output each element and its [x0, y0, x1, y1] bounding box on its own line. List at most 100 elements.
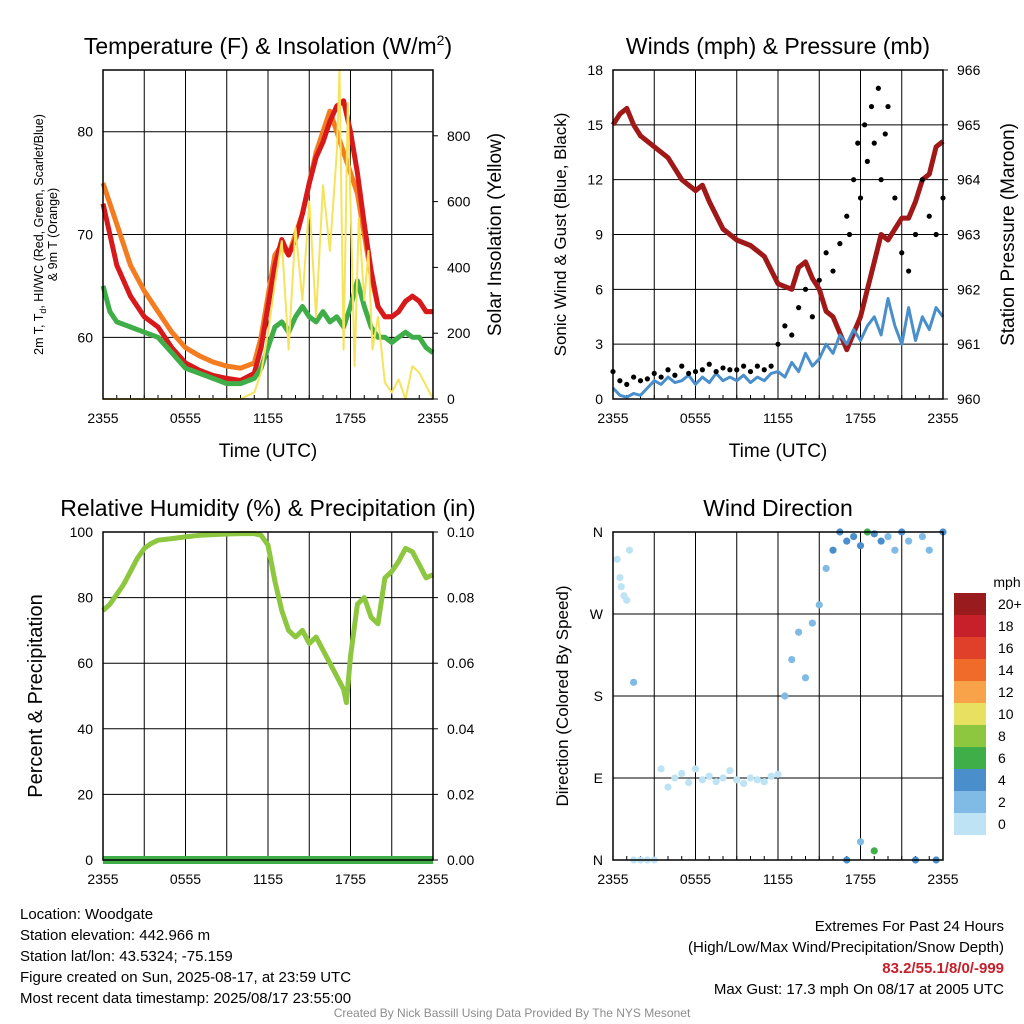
direction-point — [691, 765, 700, 773]
station-info: Location: Woodgate Station elevation: 44… — [20, 904, 351, 1009]
extremes-box: Extremes For Past 24 Hours (High/Low/Max… — [688, 916, 1004, 1000]
x-tick-label: 2355 — [417, 410, 448, 426]
gust-point — [699, 367, 705, 373]
direction-point — [925, 546, 933, 554]
gust-point — [747, 368, 754, 375]
panel-temp: 60 70 80 2355 0555 1155 1755 2355 0 200 400 600 800 T… — [32, 32, 506, 462]
gust-point — [912, 231, 919, 238]
gust-point — [855, 140, 861, 146]
y2-axis-label-group: Station Pressure (Maroon) — [998, 123, 1019, 346]
legend-label: 6 — [998, 750, 1006, 766]
direction-point — [856, 542, 865, 550]
series-line-temp2m — [100, 98, 433, 383]
latlon-text: Station lat/lon: 43.5324; -75.159 — [20, 948, 233, 965]
direction-point — [767, 772, 775, 780]
y-tick-label: 12 — [587, 172, 603, 188]
y2-axis-label: Station Pressure (Maroon) — [998, 123, 1019, 346]
direction-point — [829, 546, 837, 554]
panel-wind: 0 3 6 9 12 15 18 2355 0555 1155 1755 2355 960 961 962 9… — [551, 33, 1019, 462]
y2-tick-label: 800 — [447, 128, 471, 144]
gust-point — [720, 365, 726, 371]
y2-tick-label: 966 — [957, 62, 981, 78]
gust-point — [741, 363, 747, 369]
y2-tick-label: 600 — [447, 194, 471, 210]
credit-text: Created By Nick Bassill Using Data Provi… — [333, 1006, 691, 1020]
direction-point — [884, 532, 892, 541]
x-tick-label: 1755 — [845, 871, 876, 887]
gust-point — [802, 286, 809, 292]
legend-swatch — [954, 791, 986, 813]
gust-point — [775, 341, 781, 347]
direction-point — [616, 573, 624, 582]
x-tick-label: 0555 — [170, 871, 201, 887]
gust-point — [644, 376, 650, 382]
y-tick-label: E — [594, 770, 603, 786]
y2-tick-label: 400 — [447, 259, 471, 275]
y-axis-label-line1: 2m T, Td, HI/WC (Red, Green, Scarlet/Blu… — [32, 114, 48, 355]
direction-point — [740, 779, 748, 788]
y-tick-label: 40 — [77, 721, 93, 737]
direction-point — [712, 778, 720, 786]
panel-rh: 0 20 40 60 80 100 2355 0555 1155 1755 2355 0.00 0.02… — [25, 495, 476, 887]
direction-point — [795, 628, 803, 636]
plot-frame — [612, 69, 944, 400]
gust-point — [734, 367, 740, 373]
extremes-title: Extremes For Past 24 Hours — [814, 918, 1004, 935]
gust-point — [796, 305, 802, 311]
gust-point — [679, 363, 685, 369]
legend-swatch — [954, 615, 986, 637]
legend-swatch — [954, 747, 986, 769]
direction-point — [801, 674, 810, 682]
gust-point — [706, 361, 712, 367]
legend-label: 20+ — [998, 596, 1022, 612]
y-axis-label-group: Sonic Wind & Gust (Blue, Black) — [551, 113, 570, 357]
x-tick-label: 1155 — [253, 410, 283, 426]
gust-point — [862, 122, 868, 128]
plot-frame — [102, 69, 434, 400]
gust-point — [906, 268, 912, 274]
legend-swatch — [954, 813, 986, 835]
gust-point — [837, 241, 843, 247]
y-tick-label: 0 — [595, 391, 603, 407]
gust-point — [665, 367, 671, 373]
y-axis-label-group: Direction (Colored By Speed) — [553, 585, 572, 806]
direction-point — [856, 838, 865, 846]
location-text: Location: Woodgate — [20, 906, 154, 923]
direction-point — [850, 532, 858, 541]
x-tick-label: 1755 — [845, 410, 876, 426]
speed-legend: mph 20+ 18 16 14 12 10 8 6 4 2 0 — [954, 574, 1022, 835]
gust-point — [768, 363, 774, 369]
gust-point — [789, 332, 795, 338]
legend-swatch — [954, 681, 986, 703]
direction-point — [891, 546, 899, 554]
direction-point — [630, 678, 638, 686]
y-tick-label: 9 — [595, 227, 603, 243]
legend-swatch — [954, 703, 986, 725]
direction-point — [719, 774, 727, 782]
y-tick-label: 20 — [77, 786, 93, 802]
gust-point — [672, 372, 678, 378]
x-tick-label: 2355 — [927, 410, 958, 426]
y2-tick-label: 962 — [957, 281, 981, 297]
x-tick-label: 0555 — [170, 410, 201, 426]
gust-point — [692, 368, 699, 375]
x-tick-label: 2355 — [597, 410, 628, 426]
direction-point — [657, 765, 665, 773]
legend-label: 18 — [998, 618, 1014, 634]
gust-point — [761, 367, 767, 373]
direction-point — [918, 532, 926, 541]
chart-title: Winds (mph) & Pressure (mb) — [626, 33, 930, 59]
plot-frame — [612, 531, 944, 861]
y-tick-label: S — [594, 688, 603, 704]
y-tick-label: N — [593, 524, 603, 540]
legend-swatch — [954, 593, 986, 615]
direction-point — [671, 774, 679, 782]
plot-frame — [102, 531, 434, 861]
y-tick-label: 70 — [77, 227, 93, 243]
y-tick-label: 15 — [587, 117, 603, 133]
direction-point — [625, 546, 634, 554]
legend-label: 8 — [998, 728, 1006, 744]
direction-point — [664, 783, 672, 791]
y-tick-label: 3 — [595, 336, 603, 352]
y-axis-label: 2m T, Td, HI/WC (Red, Green, Scarlet/Blu… — [32, 114, 60, 355]
